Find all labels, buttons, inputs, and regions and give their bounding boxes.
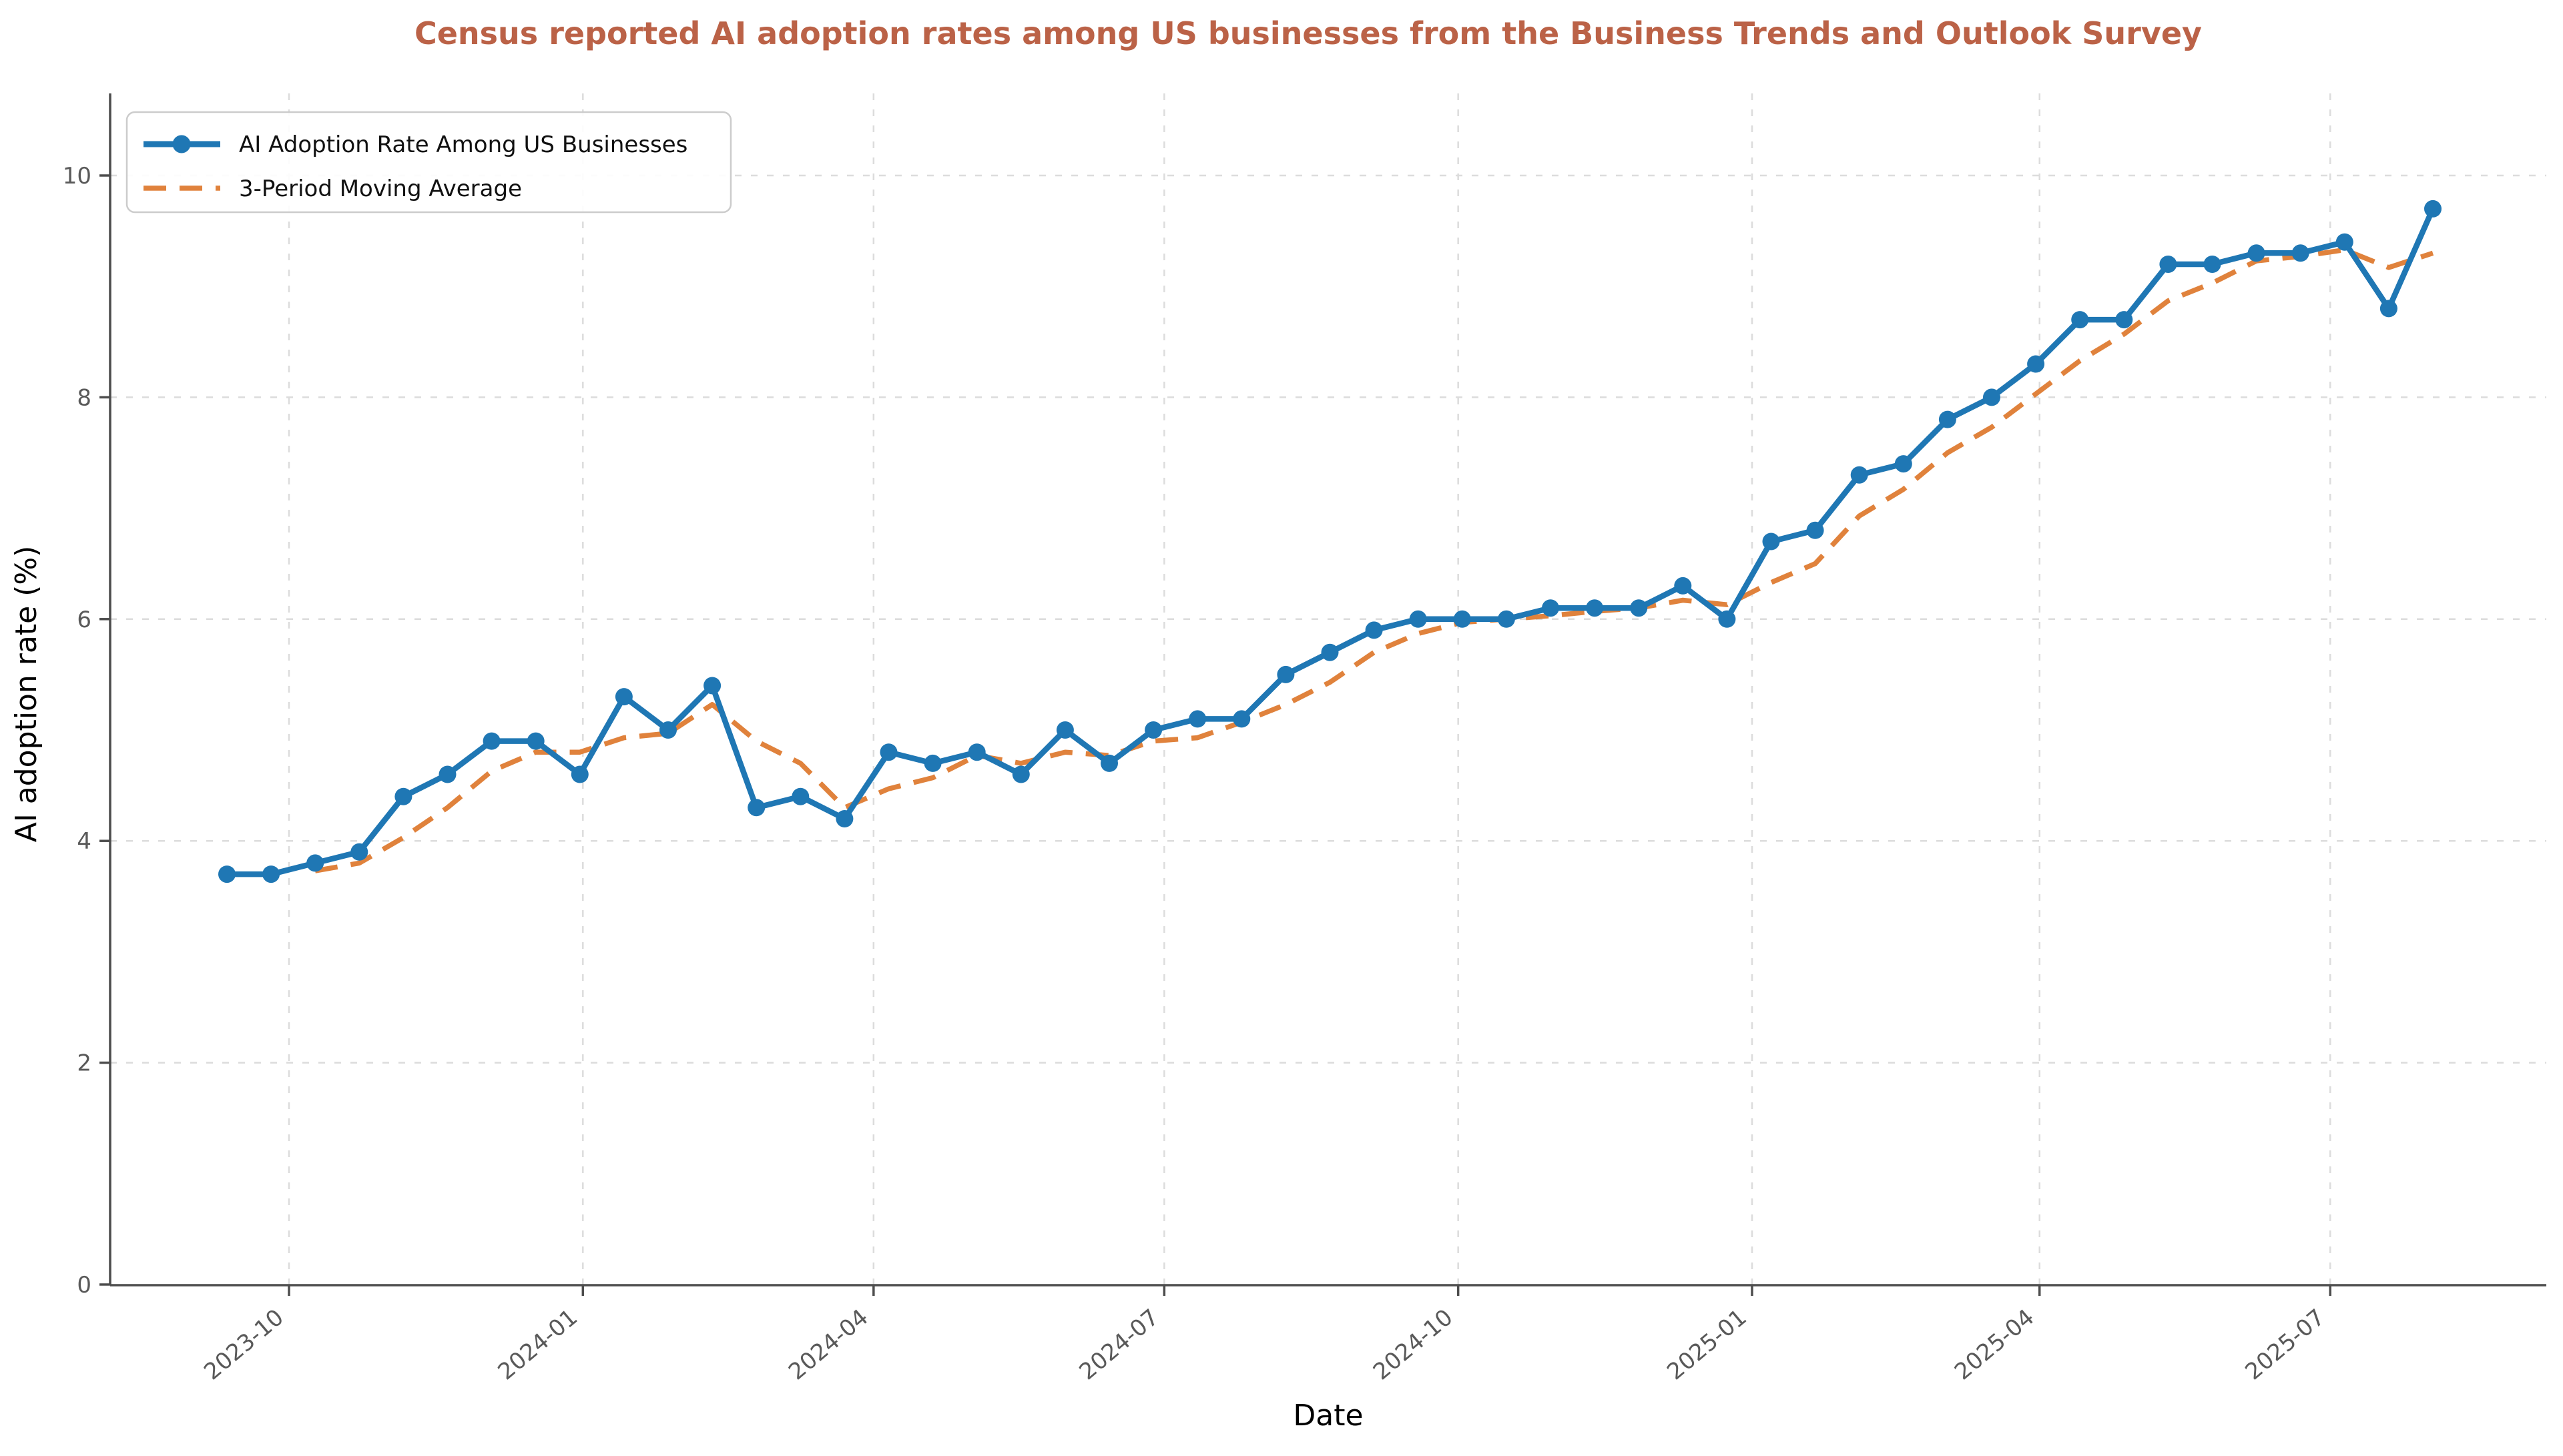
y-tick-label: 0 <box>77 1272 91 1299</box>
data-point <box>1012 765 1030 783</box>
data-point <box>483 732 501 750</box>
data-point <box>924 754 942 772</box>
y-tick-label: 6 <box>77 607 91 633</box>
data-point <box>2159 256 2177 273</box>
data-point <box>394 787 412 805</box>
data-point <box>350 843 368 861</box>
moving-average-path <box>314 247 2434 873</box>
axis-ticks <box>99 174 2332 1296</box>
data-point <box>2203 256 2221 273</box>
data-point <box>1938 410 1956 428</box>
data-point <box>218 865 236 883</box>
data-point <box>2335 233 2353 251</box>
data-point <box>2071 311 2089 329</box>
data-point <box>1894 455 1912 473</box>
data-point <box>1718 610 1736 628</box>
data-point <box>1277 665 1295 683</box>
data-point <box>836 810 854 827</box>
data-point <box>1365 621 1383 639</box>
data-point <box>1321 643 1339 661</box>
adoption-rate-line <box>218 200 2442 883</box>
data-point <box>659 721 677 739</box>
y-axis-label: AI adoption rate (%) <box>9 546 43 843</box>
data-point <box>792 787 810 805</box>
data-point <box>1497 610 1515 628</box>
data-point <box>1586 599 1604 617</box>
y-tick-label: 8 <box>77 384 91 411</box>
data-point <box>1101 754 1118 772</box>
chart-title: Census reported AI adoption rates among … <box>414 15 2202 51</box>
legend-item-adoption-rate: AI Adoption Rate Among US Businesses <box>239 131 687 158</box>
legend-box <box>125 111 732 214</box>
data-point <box>262 865 280 883</box>
data-point <box>1630 599 1648 617</box>
legend-marker-sample <box>172 135 191 153</box>
data-point <box>1674 577 1692 595</box>
data-point <box>306 854 324 872</box>
data-point <box>1233 710 1251 728</box>
legend-item-moving-average: 3-Period Moving Average <box>239 175 522 202</box>
data-point <box>571 765 589 783</box>
data-point <box>1983 388 2000 406</box>
data-point <box>2424 200 2442 218</box>
data-point <box>439 765 457 783</box>
moving-average-line <box>314 247 2434 873</box>
data-point <box>2027 355 2045 373</box>
data-point <box>1056 721 1074 739</box>
data-point <box>1145 721 1163 739</box>
data-point <box>2379 300 2397 318</box>
data-point <box>1762 532 1780 551</box>
y-tick-label: 2 <box>77 1050 91 1077</box>
data-point <box>1453 610 1471 628</box>
data-point <box>2247 244 2265 262</box>
y-tick-label: 4 <box>77 828 91 855</box>
data-point <box>748 799 766 817</box>
data-point <box>1806 521 1824 539</box>
data-point <box>1542 599 1559 617</box>
data-point <box>2291 244 2309 262</box>
data-point <box>880 743 898 761</box>
data-point <box>968 743 986 761</box>
data-point <box>1850 466 1868 484</box>
gridlines <box>110 93 2546 1285</box>
y-tick-label: 10 <box>63 163 91 190</box>
data-point <box>615 688 633 706</box>
data-point <box>1189 710 1207 728</box>
legend: AI Adoption Rate Among US Businesses 3-P… <box>125 111 732 214</box>
data-point <box>2115 311 2133 329</box>
data-point <box>1409 610 1427 628</box>
data-point <box>527 732 545 750</box>
data-point <box>703 677 722 695</box>
x-axis-label: Date <box>1293 1399 1363 1433</box>
